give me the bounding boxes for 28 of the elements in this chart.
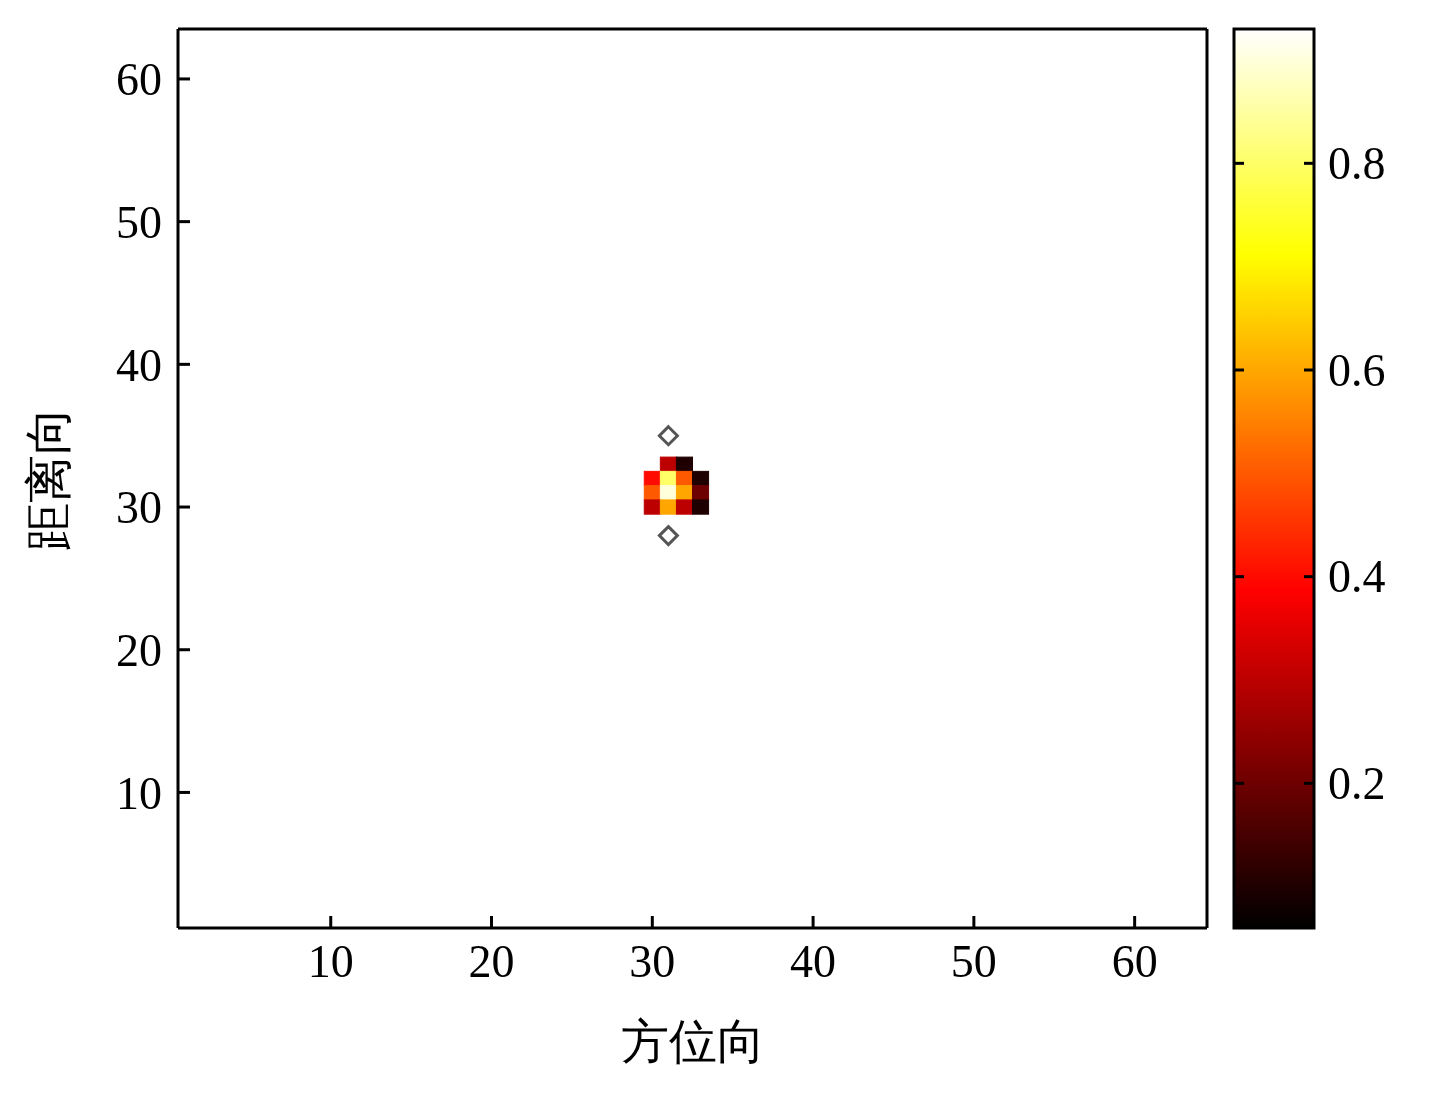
color-bar-label: 0.4 [1328, 551, 1386, 603]
point [657, 525, 679, 547]
x-tick-label: 30 [629, 935, 676, 987]
point [692, 485, 710, 501]
color-bar-label: 0.6 [1328, 344, 1386, 396]
point [675, 456, 693, 472]
y-tick-label: 30 [116, 482, 162, 534]
point [692, 499, 710, 515]
x-axis-title: 方位向 [620, 1015, 765, 1068]
point [692, 470, 710, 487]
x-tick-label: 60 [1111, 935, 1158, 987]
y-axis-title: 距离向 [22, 406, 76, 551]
color-bar-label: 0.8 [1328, 137, 1386, 189]
point [643, 499, 661, 515]
point [657, 425, 679, 447]
y-tick-label: 60 [116, 54, 162, 106]
color-bar-label: 0.2 [1328, 757, 1386, 809]
y-tick-label: 50 [116, 196, 162, 248]
point [675, 499, 693, 515]
y-tick-label: 20 [116, 625, 162, 677]
x-tick-label: 40 [790, 935, 837, 987]
x-tick-label: 50 [950, 935, 997, 987]
y-tick-label: 10 [116, 767, 162, 819]
point [659, 456, 677, 472]
x-tick-label: 10 [307, 935, 354, 987]
point [659, 499, 677, 515]
y-tick-label: 40 [116, 339, 162, 391]
x-tick-label: 20 [468, 935, 515, 987]
